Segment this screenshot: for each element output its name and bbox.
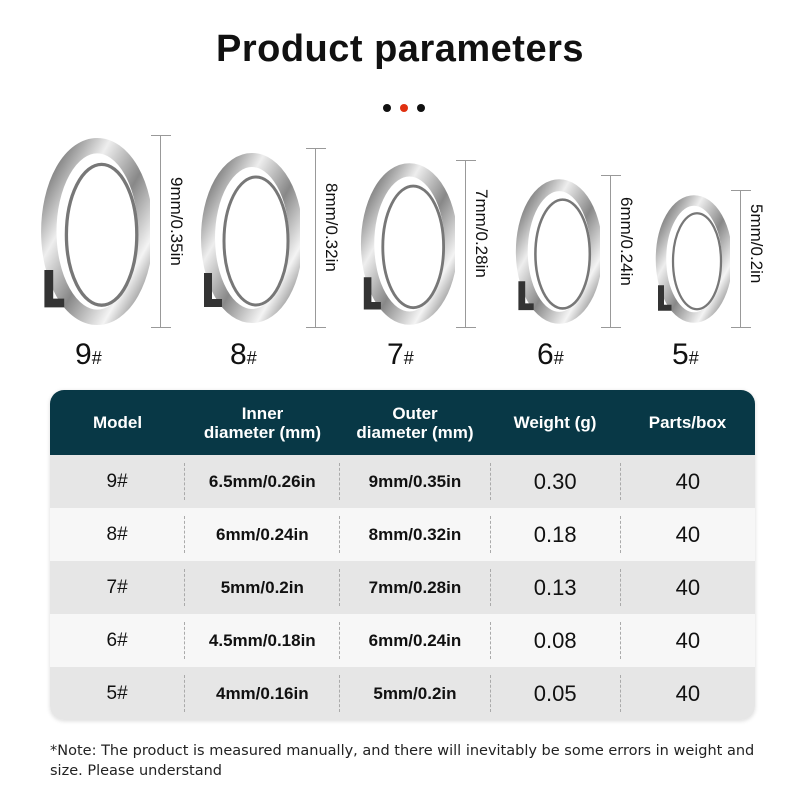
cell-parts-per-box: 40	[619, 462, 755, 501]
cell-weight: 0.13	[489, 568, 620, 607]
table-header: Model Inner diameter (mm) Outer diameter…	[50, 390, 755, 455]
cell-outer-diameter: 7mm/0.28in	[339, 568, 489, 607]
header-model: Model	[92, 413, 143, 432]
split-ring-image	[360, 163, 455, 325]
split-ring-image	[515, 179, 600, 324]
ring-size-label: 7#	[387, 338, 414, 371]
parameters-table: Model Inner diameter (mm) Outer diameter…	[50, 390, 755, 720]
cell-inner-diameter: 6.5mm/0.26in	[184, 462, 339, 501]
ring-size-label: 6#	[537, 338, 564, 371]
cell-weight: 0.18	[489, 515, 620, 554]
dimension-line	[731, 190, 751, 328]
split-ring-image	[655, 195, 730, 323]
header-weight: Weight (g)	[513, 413, 597, 432]
table-row: 5# 4mm/0.16in 5mm/0.2in 0.05 40	[50, 667, 755, 720]
cell-model: 5#	[106, 683, 128, 704]
table-row: 7# 5mm/0.2in 7mm/0.28in 0.13 40	[50, 561, 755, 614]
cell-outer-diameter: 5mm/0.2in	[339, 674, 489, 713]
cell-outer-diameter: 9mm/0.35in	[339, 462, 489, 501]
table-row: 8# 6mm/0.24in 8mm/0.32in 0.18 40	[50, 508, 755, 561]
ring-dimension-label: 9mm/0.35in	[167, 176, 186, 266]
dimension-line	[456, 160, 476, 328]
cell-model: 7#	[106, 577, 128, 598]
cell-model: 8#	[106, 524, 128, 545]
cell-inner-diameter: 6mm/0.24in	[184, 515, 339, 554]
measurement-note: *Note: The product is measured manually,…	[50, 743, 755, 779]
dimension-line	[151, 135, 171, 328]
dimension-line	[601, 175, 621, 328]
ring-dimension-label: 7mm/0.28in	[472, 189, 491, 278]
cell-inner-diameter: 4.5mm/0.18in	[184, 621, 339, 660]
cell-parts-per-box: 40	[619, 621, 755, 660]
ring-size-label: 9#	[75, 338, 102, 371]
cell-outer-diameter: 6mm/0.24in	[339, 621, 489, 660]
header-outer-diameter: Outer diameter (mm)	[356, 403, 474, 442]
decorative-dots	[383, 104, 425, 112]
ring-dimension-label: 6mm/0.24in	[617, 196, 636, 286]
table-row: 9# 6.5mm/0.26in 9mm/0.35in 0.30 40	[50, 455, 755, 508]
split-ring-image	[201, 153, 300, 323]
ring-size-label: 8#	[230, 338, 257, 371]
cell-weight: 0.05	[489, 674, 620, 713]
cell-weight: 0.30	[489, 462, 620, 501]
dimension-line	[306, 148, 326, 328]
cell-model: 9#	[106, 471, 128, 492]
ring-dimension-label: 5mm/0.2in	[747, 204, 766, 284]
cell-model: 6#	[106, 630, 128, 651]
cell-inner-diameter: 5mm/0.2in	[184, 568, 339, 607]
cell-parts-per-box: 40	[619, 515, 755, 554]
header-inner-diameter: Inner diameter (mm)	[203, 403, 322, 442]
ring-size-label: 5#	[672, 338, 699, 371]
split-ring-image	[41, 138, 150, 325]
cell-parts-per-box: 40	[619, 568, 755, 607]
header-parts-per-box: Parts/box	[648, 413, 727, 432]
cell-outer-diameter: 8mm/0.32in	[339, 515, 489, 554]
cell-inner-diameter: 4mm/0.16in	[184, 674, 339, 713]
cell-weight: 0.08	[489, 621, 620, 660]
table-row: 6# 4.5mm/0.18in 6mm/0.24in 0.08 40	[50, 614, 755, 667]
ring-dimension-label: 8mm/0.32in	[322, 183, 341, 272]
page-title: Product parameters	[215, 28, 584, 70]
cell-parts-per-box: 40	[619, 674, 755, 713]
